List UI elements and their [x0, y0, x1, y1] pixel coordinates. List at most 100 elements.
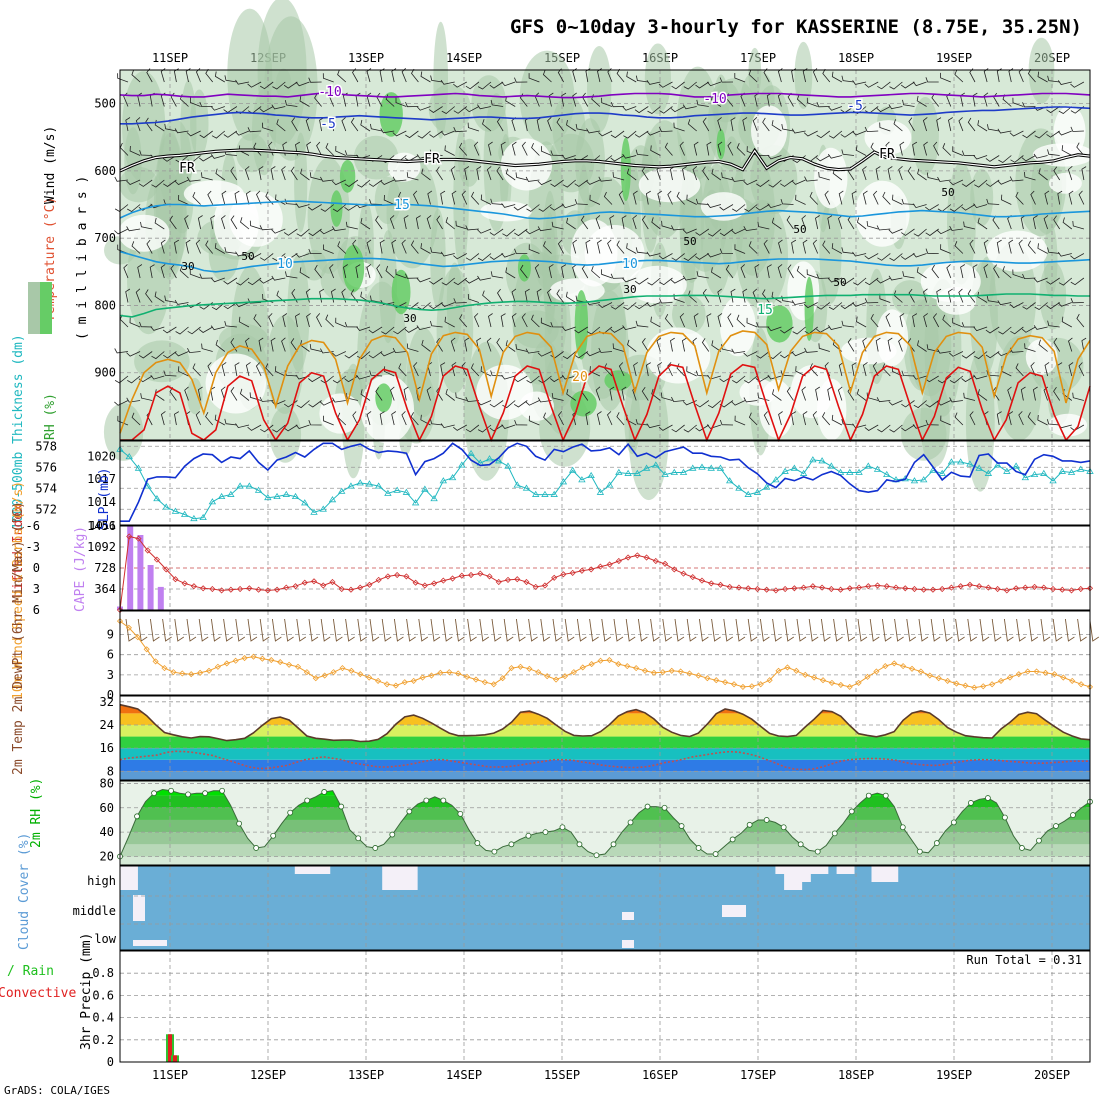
wind-speed-marker: [989, 681, 996, 688]
wind-speed-marker: [179, 670, 186, 677]
wind-barb: [514, 228, 528, 237]
wind-speed-marker: [944, 677, 951, 684]
wind-barb: [550, 351, 564, 359]
wind-barb: [455, 220, 467, 230]
wind-barb-10m: [430, 618, 441, 642]
precip-tick-label: 0.8: [92, 966, 114, 980]
rh2m-marker: [678, 823, 685, 829]
rh2m-marker: [763, 817, 770, 823]
cape-bar: [137, 535, 144, 610]
wind-barb: [295, 81, 310, 87]
rh-legend-swatch: [40, 282, 52, 334]
wind-barb: [445, 388, 455, 401]
wind-barb: [818, 171, 830, 181]
wind-barb: [937, 228, 951, 235]
wind-barb: [253, 314, 262, 328]
lifted-index-marker: [985, 584, 992, 591]
wind-barb: [948, 288, 953, 303]
lifted-index-marker: [1068, 587, 1075, 594]
wind-speed-marker: [437, 669, 444, 676]
wind-barb: [873, 190, 879, 205]
rh2m-frame: [119, 780, 1091, 866]
wind-barb: [1068, 337, 1073, 352]
rh-clear: [787, 261, 820, 321]
wind-barb: [736, 143, 746, 156]
wind-barb: [344, 351, 359, 359]
wind-barb: [465, 424, 480, 433]
wind-barb: [777, 68, 783, 83]
wind-speed-marker: [526, 665, 533, 672]
wind-barb: [221, 215, 226, 230]
wind-barb: [486, 337, 492, 352]
rh2m-marker: [1053, 823, 1059, 829]
rh2m-marker: [508, 841, 515, 848]
wind-barb: [501, 81, 516, 87]
wind-barb: [451, 362, 457, 377]
lifted-index-marker: [883, 583, 890, 590]
wind-barb: [223, 277, 238, 285]
rh-shade: [672, 294, 706, 335]
lifted-index-marker: [708, 580, 715, 587]
wind-barb: [693, 141, 699, 156]
wind-speed-marker: [784, 664, 791, 671]
thickness-marker: [920, 476, 928, 483]
wind-barb: [276, 119, 286, 132]
wind-barb: [1033, 153, 1048, 159]
thickness-marker: [615, 468, 623, 475]
wind-barb-10m: [906, 618, 917, 642]
cloud-high-bar: [321, 866, 331, 874]
wind-barb: [841, 75, 855, 83]
wind-barb-10m: [198, 618, 209, 642]
thickness-marker: [541, 490, 549, 497]
isotherm-label: 15: [757, 303, 773, 318]
wind-barb: [996, 68, 1002, 83]
lifted-index-marker: [320, 582, 327, 589]
lifted-index-marker: [1003, 587, 1010, 594]
wind-barb: [786, 387, 794, 401]
wind-barb: [1046, 419, 1060, 426]
wind-barb: [937, 176, 951, 182]
wind-barb: [650, 316, 661, 328]
wind-barb: [1009, 302, 1024, 309]
wind-barb: [618, 190, 625, 205]
lifted-index-marker: [126, 533, 133, 540]
wind-barb: [543, 241, 552, 254]
wind-barb: [187, 155, 201, 163]
wind-barb: [696, 99, 709, 107]
isotherm-label: FR: [424, 152, 440, 167]
wind-barb: [641, 166, 649, 181]
wind-barb: [550, 322, 564, 328]
rh2m-marker: [950, 819, 957, 826]
wind-barb: [290, 166, 298, 181]
wind-speed-marker: [517, 663, 524, 670]
rh2m-marker: [457, 810, 464, 817]
wind-barb: [734, 73, 746, 83]
wind-tick-label: 0: [107, 688, 114, 702]
wind-barb-10m: [503, 618, 514, 642]
wind-barb: [887, 337, 893, 352]
wind-barb: [169, 215, 177, 230]
lifted-index-marker: [846, 585, 853, 592]
lifted-index-marker: [763, 586, 770, 593]
wind-barb: [154, 291, 165, 303]
wind-barb: [429, 302, 443, 310]
wind-barb: [391, 411, 397, 426]
wind-barb: [626, 243, 637, 254]
wind-barb: [262, 122, 274, 132]
wind-barb: [114, 348, 129, 354]
wind-barb: [695, 424, 710, 432]
rh-contour-label: 30: [181, 260, 194, 273]
thickness-marker: [836, 468, 845, 475]
lifted-index-marker: [1049, 585, 1057, 593]
wind-barb: [734, 244, 746, 254]
thickness-marker: [254, 486, 263, 493]
wind-barb: [647, 277, 661, 286]
wind-barb: [780, 326, 794, 334]
wind-barb: [135, 117, 141, 132]
wind-barb: [429, 277, 443, 285]
wind-barb: [385, 265, 395, 279]
rh-shade: [307, 157, 350, 274]
wind-barb: [671, 424, 685, 433]
wind-barb: [695, 81, 710, 89]
thickness-marker: [236, 482, 244, 489]
